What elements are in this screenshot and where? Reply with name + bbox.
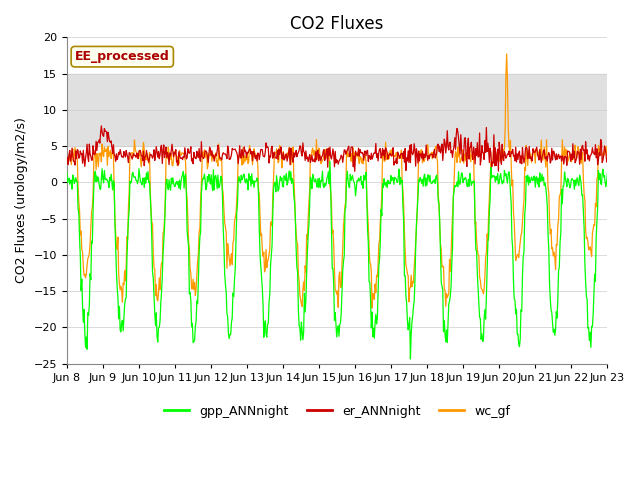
Legend: gpp_ANNnight, er_ANNnight, wc_gf: gpp_ANNnight, er_ANNnight, wc_gf (159, 400, 515, 423)
Text: EE_processed: EE_processed (75, 50, 170, 63)
Y-axis label: CO2 Fluxes (urology/m2/s): CO2 Fluxes (urology/m2/s) (15, 118, 28, 284)
Bar (67, 73, 607, 146)
Title: CO2 Fluxes: CO2 Fluxes (291, 15, 384, 33)
